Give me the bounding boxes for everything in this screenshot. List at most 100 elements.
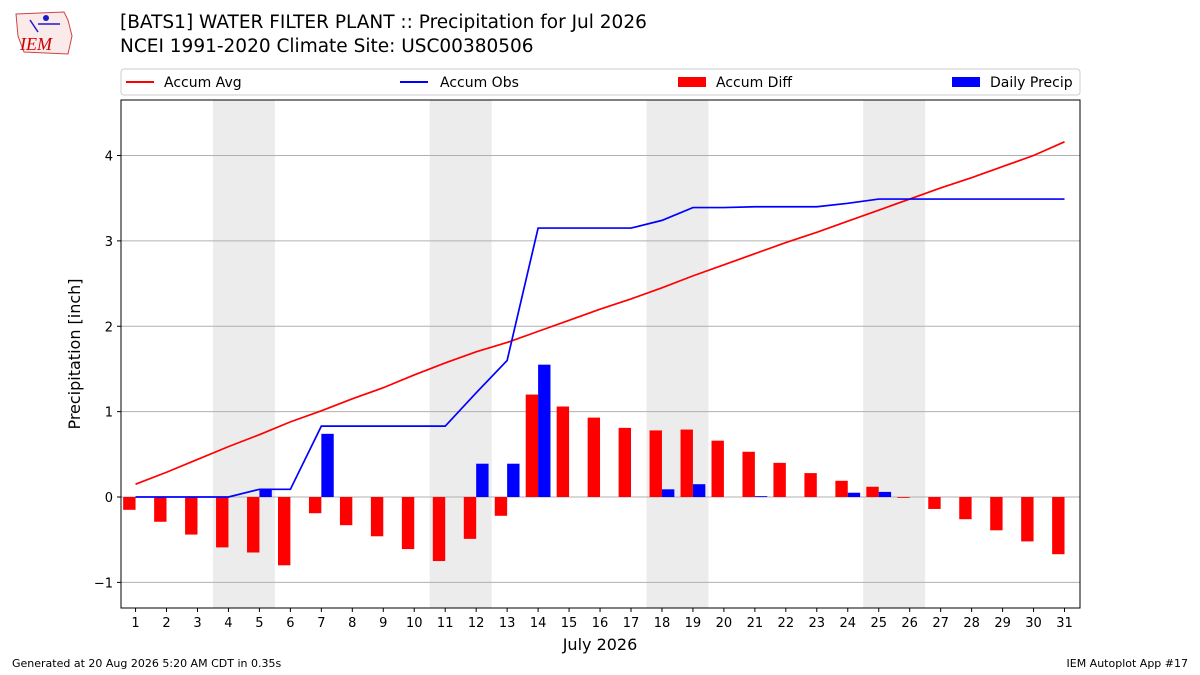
accum-diff-bar: [308, 497, 322, 514]
x-tick-label: 19: [685, 616, 702, 631]
daily-precip-bar: [476, 463, 489, 498]
x-tick-label: 15: [561, 616, 578, 631]
daily-precip-bar: [847, 492, 861, 498]
y-tick-label: 2: [105, 320, 113, 335]
accum-diff-bar: [370, 497, 384, 537]
x-tick-label: 25: [870, 616, 887, 631]
accum-diff-bar: [556, 406, 570, 498]
accum-diff-bar: [525, 394, 539, 498]
weekend-shading: [212, 100, 926, 608]
accum-avg-line: [135, 141, 1065, 485]
accum-diff-bar: [866, 486, 879, 498]
x-tick-label: 11: [437, 616, 454, 631]
x-tick-label: 30: [1025, 616, 1042, 631]
x-axis-label: July 2026: [562, 635, 638, 654]
accum-diff-bar: [339, 497, 353, 526]
x-axis: 1 2 3 4 5 6 7 8 9 10 11 12 13 14 15 16 17 18 19 20 21 22 23 24 2…: [131, 608, 1073, 631]
weekend-band: [212, 100, 275, 608]
daily-precip-bar: [754, 496, 768, 498]
accum-diff-bar: [494, 497, 508, 516]
legend-label: Accum Avg: [164, 75, 242, 91]
weekend-band: [646, 100, 709, 608]
accum-diff-bar: [773, 462, 786, 498]
x-tick-label: 28: [963, 616, 980, 631]
y-axis: −1 0 1 2 3 4: [94, 149, 121, 591]
x-tick-label: 2: [162, 616, 170, 631]
x-tick-label: 1: [131, 616, 139, 631]
accum-diff-bar: [247, 497, 260, 553]
x-tick-label: 3: [193, 616, 201, 631]
x-tick-label: 23: [809, 616, 826, 631]
accum-diff-bar: [463, 497, 477, 539]
y-tick-label: 4: [105, 149, 113, 164]
legend-label: Daily Precip: [990, 75, 1073, 91]
accum-diff-bar: [835, 480, 848, 498]
daily-precip-bar: [661, 489, 675, 498]
x-tick-label: 29: [994, 616, 1011, 631]
daily-precip-bar: [321, 433, 334, 498]
x-tick-label: 27: [932, 616, 949, 631]
grid-lines: [121, 154, 1080, 583]
x-tick-label: 16: [592, 616, 609, 631]
accum-diff-bar: [711, 440, 724, 498]
x-tick-label: 7: [317, 616, 325, 631]
accum-diff-bar: [804, 473, 817, 498]
chart-title: [BATS1] WATER FILTER PLANT :: Precipitat…: [120, 12, 647, 33]
daily-precip-bar: [692, 484, 706, 498]
y-tick-label: −1: [94, 576, 113, 591]
x-tick-label: 24: [839, 616, 856, 631]
accum-diff-bar: [185, 497, 198, 535]
weekend-band: [429, 100, 492, 608]
x-tick-label: 17: [623, 616, 640, 631]
legend-swatch: [678, 77, 706, 87]
accum-diff-bar: [216, 497, 229, 548]
x-tick-label: 4: [224, 616, 232, 631]
accum-diff-bar: [277, 497, 291, 566]
daily-precip-bar: [538, 364, 551, 498]
daily-precip-bar: [507, 463, 520, 498]
accum-diff-bar: [928, 497, 941, 509]
x-tick-label: 8: [348, 616, 356, 631]
accum-diff-bar: [897, 497, 910, 498]
y-tick-label: 3: [105, 235, 113, 250]
accum-diff-bar: [680, 429, 693, 498]
legend-swatch: [952, 77, 980, 87]
x-tick-label: 10: [406, 616, 423, 631]
accum-diff-bar: [587, 417, 601, 498]
legend-label: Accum Diff: [716, 75, 792, 91]
x-tick-label: 21: [747, 616, 764, 631]
legend: Accum Avg Accum Obs Accum Diff Daily Precip: [120, 68, 1081, 96]
weekend-band: [863, 100, 926, 608]
plot-area-frame: [120, 99, 1081, 609]
accum-diff-bar: [123, 497, 136, 510]
bar-marks: [123, 364, 1065, 566]
accum-diff-bar: [618, 427, 632, 498]
x-tick-label: 5: [255, 616, 263, 631]
x-tick-label: 9: [379, 616, 387, 631]
y-tick-label: 1: [105, 406, 113, 421]
legend-frame: [120, 68, 1081, 96]
accum-diff-bar: [649, 430, 662, 498]
x-tick-label: 22: [778, 616, 795, 631]
x-tick-label: 20: [716, 616, 733, 631]
x-tick-label: 18: [654, 616, 671, 631]
accum-diff-bar: [1052, 497, 1065, 555]
accum-diff-bar: [432, 497, 446, 562]
accum-diff-bar: [1021, 497, 1034, 542]
weather-station-icon: [29, 19, 39, 33]
x-tick-label: 13: [499, 616, 516, 631]
x-tick-label: 14: [530, 616, 547, 631]
accum-diff-bar: [401, 497, 415, 550]
app-credit: IEM Autoplot App #17: [1066, 657, 1189, 670]
iem-logo: IEM: [15, 11, 73, 55]
daily-precip-bar: [259, 489, 272, 498]
x-tick-label: 12: [468, 616, 485, 631]
line-marks: [135, 141, 1065, 498]
generated-timestamp: Generated at 20 Aug 2026 5:20 AM CDT in …: [12, 657, 282, 670]
logo-text: IEM: [19, 34, 53, 54]
x-tick-label: 26: [901, 616, 918, 631]
accum-obs-line: [135, 198, 1065, 498]
y-tick-label: 0: [105, 491, 113, 506]
y-axis-label: Precipitation [inch]: [65, 278, 84, 429]
